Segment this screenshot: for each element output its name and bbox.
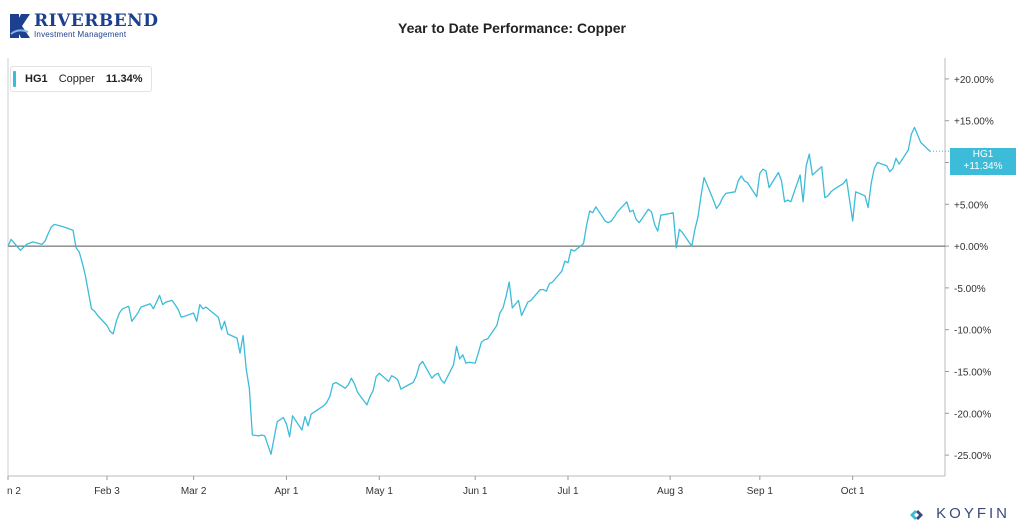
legend-name: Copper <box>58 73 95 85</box>
x-tick-label: Apr 1 <box>275 486 299 497</box>
legend-color-swatch <box>13 71 16 87</box>
x-tick-label: Mar 2 <box>181 486 207 497</box>
y-tick-label: +15.00% <box>954 117 994 128</box>
y-tick-label: -20.00% <box>954 409 991 420</box>
y-tick-label: -15.00% <box>954 368 991 379</box>
x-tick-label: Feb 3 <box>94 486 120 497</box>
x-tick-label: Jun 1 <box>463 486 488 497</box>
y-tick-label: -10.00% <box>954 326 991 337</box>
x-tick-label: n 2 <box>7 486 21 497</box>
last-price-tag: HG1 +11.34% <box>950 148 1016 175</box>
logo-subtitle: Investment Management <box>34 30 127 39</box>
koyfin-logo-icon <box>910 510 923 520</box>
riverbend-logo-icon <box>10 14 30 38</box>
brand-name: KOYFIN <box>936 505 1010 522</box>
y-tick-label: +20.00% <box>954 75 994 86</box>
x-tick-label: Aug 3 <box>657 486 684 497</box>
logo: RIVERBEND Investment Management <box>8 10 158 46</box>
x-tick-label: Sep 1 <box>747 486 774 497</box>
y-tick-label: -25.00% <box>954 451 991 462</box>
x-tick-label: Oct 1 <box>841 486 865 497</box>
y-tick-label: -5.00% <box>954 284 986 295</box>
legend[interactable]: HG1 Copper 11.34% <box>10 66 152 92</box>
y-tick-label: +5.00% <box>954 200 988 211</box>
legend-symbol: HG1 <box>25 73 48 85</box>
y-tick-label: +0.00% <box>954 242 988 253</box>
series-line-copper <box>7 126 931 455</box>
x-tick-label: May 1 <box>366 486 394 497</box>
logo-name: RIVERBEND <box>34 11 159 31</box>
chart-title: Year to Date Performance: Copper <box>398 20 626 36</box>
legend-value: 11.34% <box>105 73 143 85</box>
x-tick-label: Jul 1 <box>557 486 579 497</box>
price-tag-symbol: HG1 <box>972 149 994 160</box>
price-tag-value: +11.34% <box>963 161 1003 172</box>
